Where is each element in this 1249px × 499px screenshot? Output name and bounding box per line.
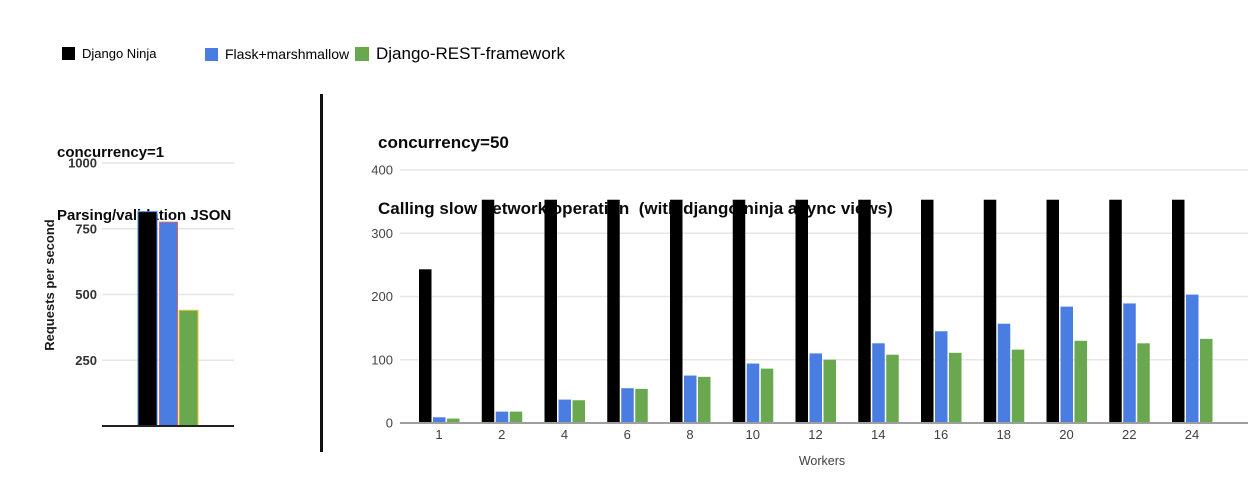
django-ninja-bar: [544, 199, 557, 423]
x-tick-label: 18: [997, 427, 1011, 442]
flask-marshmallow-bar: [1060, 306, 1073, 423]
flask-marshmallow-swatch-icon: [205, 47, 218, 61]
django-ninja-swatch-icon: [62, 47, 75, 60]
legend-item-flask-marshmallow: Flask+marshmallow: [205, 46, 349, 62]
django-ninja-bar: [419, 269, 432, 423]
x-tick-label: 14: [871, 427, 885, 442]
left-bar-chart: 250 500 750 1000 Requests per second: [42, 156, 234, 427]
django-ninja-bar: [670, 199, 683, 423]
django-rest-framework-bar: [823, 359, 836, 423]
flask-marshmallow-bar: [1186, 294, 1199, 423]
y-tick-label: 750: [75, 221, 97, 236]
django-rest-framework-bar: [635, 388, 648, 423]
django-rest-framework-bar: [760, 368, 774, 423]
x-tick-label: 1: [435, 427, 442, 442]
django-ninja-bar: [732, 199, 746, 423]
django-ninja-bar: [1109, 199, 1122, 423]
django-ninja-bar: [137, 211, 158, 427]
x-tick-label: 6: [624, 427, 631, 442]
y-tick-label: 250: [75, 353, 97, 368]
flask-marshmallow-bar: [1123, 303, 1136, 423]
right-chart-title-line1: concurrency=50: [378, 133, 509, 152]
flask-marshmallow-bar: [558, 399, 571, 423]
x-tick-label: 24: [1185, 427, 1199, 442]
y-tick-label: 300: [371, 226, 393, 241]
django-rest-framework-bar: [178, 309, 199, 427]
y-tick-label: 100: [371, 352, 393, 367]
django-rest-framework-bar: [1137, 343, 1150, 423]
x-tick-label: 2: [498, 427, 505, 442]
django-rest-framework-bar: [949, 352, 962, 423]
django-rest-framework-bar: [509, 411, 523, 423]
y-axis-title: Requests per second: [42, 219, 57, 351]
flask-marshmallow-bar: [433, 417, 446, 423]
legend-label-django-rest-framework: Django-REST-framework: [376, 44, 565, 63]
y-tick-label: 400: [371, 163, 393, 178]
x-tick-label: 16: [934, 427, 948, 442]
legend-item-django-ninja: Django Ninja: [62, 46, 156, 61]
django-rest-framework-bar: [698, 376, 711, 423]
django-rest-framework-swatch-icon: [355, 47, 369, 61]
django-ninja-bar: [1046, 199, 1059, 423]
django-rest-framework-bar: [572, 400, 585, 423]
flask-marshmallow-bar: [872, 343, 885, 423]
x-tick-label: 10: [746, 427, 760, 442]
x-tick-label: 8: [686, 427, 693, 442]
flask-marshmallow-bar: [746, 363, 760, 423]
left-chart-title-line1: concurrency=1: [57, 144, 165, 161]
django-rest-framework-bar: [1200, 338, 1213, 423]
flask-marshmallow-bar: [495, 411, 509, 423]
x-tick-label: 12: [808, 427, 822, 442]
legend-label-django-ninja: Django Ninja: [82, 46, 157, 61]
y-tick-label: 200: [371, 289, 393, 304]
flask-marshmallow-bar: [621, 388, 634, 423]
django-ninja-bar: [1172, 199, 1185, 423]
flask-marshmallow-bar: [159, 221, 178, 427]
flask-marshmallow-bar: [809, 353, 822, 423]
django-rest-framework-bar: [1074, 340, 1087, 423]
django-ninja-bar: [858, 199, 871, 423]
django-ninja-bar: [921, 199, 934, 423]
flask-marshmallow-bar: [997, 323, 1011, 423]
django-rest-framework-bar: [447, 418, 460, 423]
chart-divider: [320, 94, 323, 452]
flask-marshmallow-bar: [935, 331, 948, 423]
django-rest-framework-bar: [1011, 349, 1025, 423]
x-tick-label: 4: [561, 427, 568, 442]
flask-marshmallow-bar: [684, 375, 697, 423]
y-tick-label: 500: [75, 287, 97, 302]
django-ninja-bar: [983, 199, 997, 423]
django-ninja-bar: [607, 199, 620, 423]
x-axis-title: Workers: [799, 454, 845, 468]
y-tick-label: 1000: [68, 156, 97, 171]
django-ninja-bar: [795, 199, 808, 423]
legend-item-django-rest-framework: Django-REST-framework: [355, 44, 565, 64]
django-ninja-bar: [481, 199, 495, 423]
x-tick-label: 20: [1059, 427, 1073, 442]
x-tick-label: 22: [1122, 427, 1136, 442]
django-rest-framework-bar: [886, 354, 899, 423]
legend-label-flask-marshmallow: Flask+marshmallow: [225, 46, 350, 62]
y-tick-label: 0: [386, 416, 393, 431]
